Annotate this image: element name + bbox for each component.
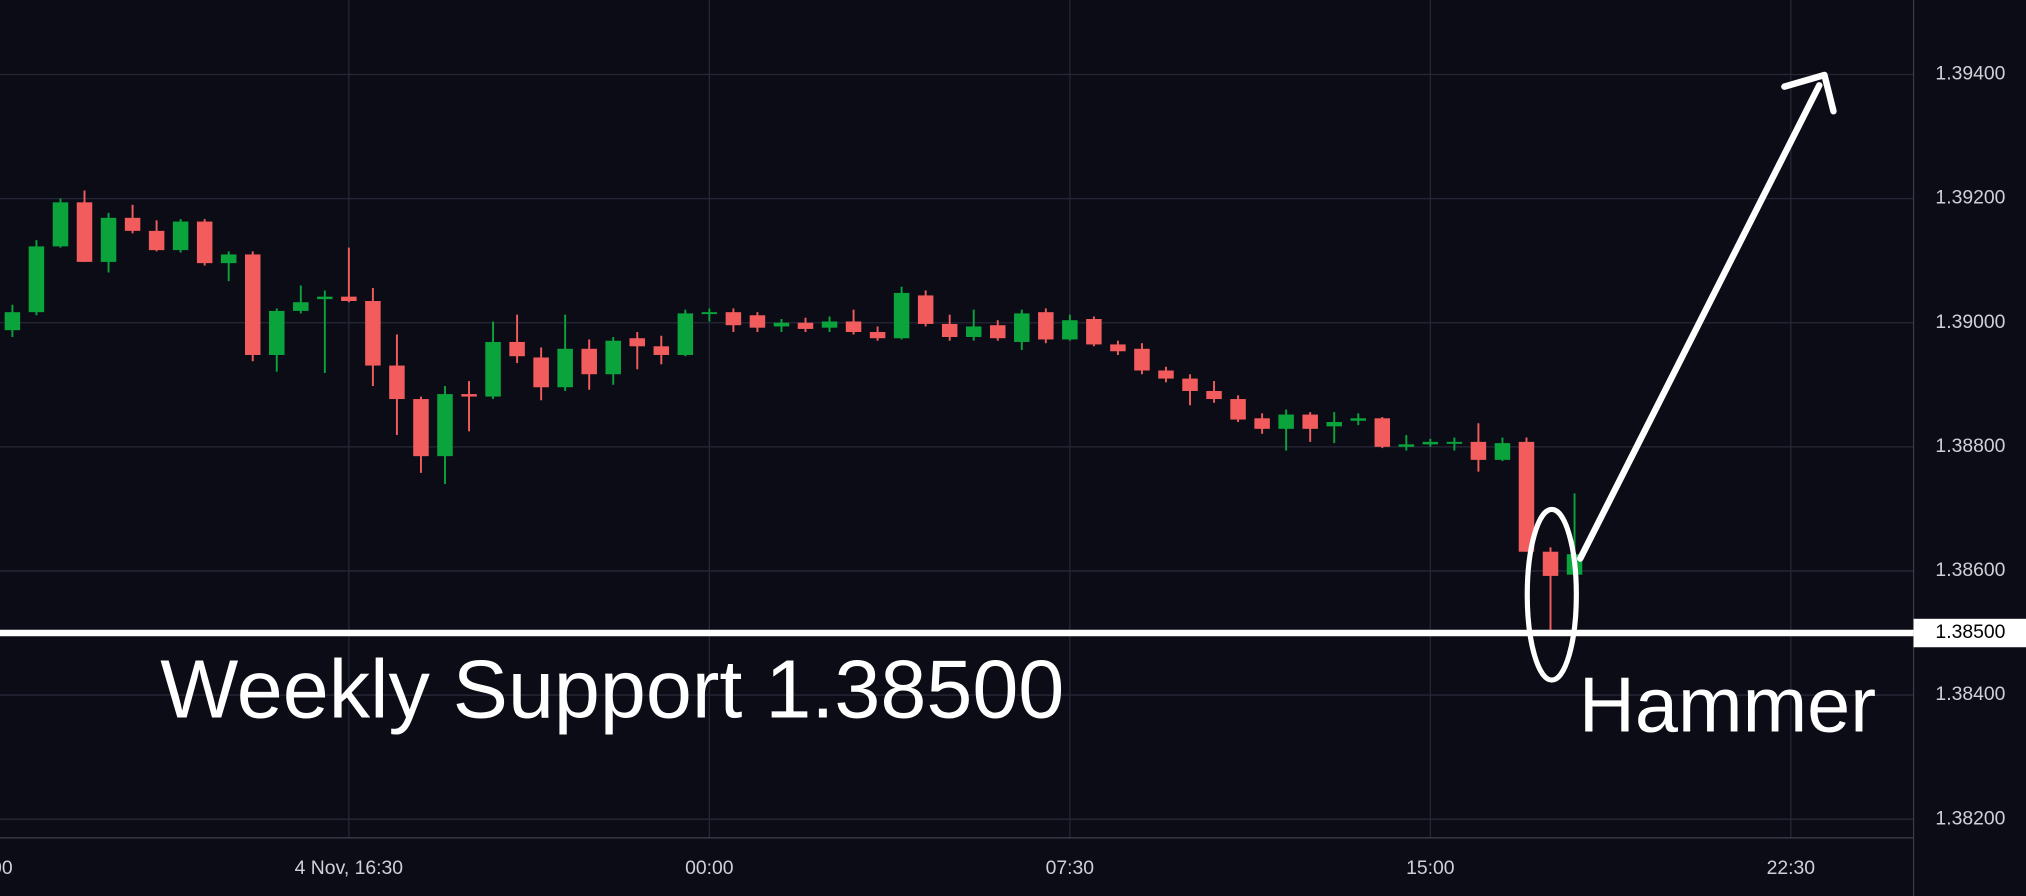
candle-body bbox=[124, 217, 141, 231]
candle-body bbox=[1446, 441, 1463, 444]
hammer-annotation: Hammer bbox=[1579, 663, 1876, 749]
candle-body bbox=[413, 399, 429, 457]
candle-body bbox=[1470, 441, 1487, 460]
candle-body bbox=[533, 357, 549, 388]
y-tick-label: 1.39400 bbox=[1935, 63, 2005, 85]
candle-body bbox=[893, 292, 910, 339]
candle-body bbox=[869, 332, 886, 339]
candle-body bbox=[653, 346, 670, 355]
arrow-head bbox=[1781, 71, 1837, 115]
candle-body bbox=[293, 302, 309, 311]
y-tick-label: 1.39200 bbox=[1935, 187, 2005, 209]
candle-body bbox=[509, 341, 525, 357]
candle-body bbox=[1158, 370, 1174, 379]
candle-body bbox=[1134, 348, 1150, 371]
candle-body bbox=[28, 246, 45, 313]
candle-body bbox=[821, 321, 838, 328]
overlay: 1.38500 bbox=[0, 618, 2026, 648]
candle-body bbox=[1542, 551, 1559, 576]
candle-body bbox=[749, 315, 766, 328]
candle-body bbox=[1302, 414, 1318, 429]
candle-body bbox=[557, 348, 573, 388]
candle-body bbox=[485, 341, 501, 397]
candle-body bbox=[1398, 444, 1415, 447]
candle-body bbox=[365, 300, 381, 366]
x-tick-label: 22:30 bbox=[1767, 857, 1816, 879]
candle-body bbox=[437, 394, 453, 457]
candle-body bbox=[845, 321, 862, 333]
support-annotation: Weekly Support 1.38500 bbox=[160, 642, 1064, 735]
candle-body bbox=[148, 230, 165, 251]
candle-body bbox=[1038, 312, 1054, 340]
y-tick-label: 1.38200 bbox=[1935, 807, 2005, 829]
candle-body bbox=[1278, 414, 1294, 429]
candle-body bbox=[797, 322, 814, 329]
candle-body bbox=[581, 348, 597, 375]
candle-body bbox=[677, 313, 694, 355]
candle-body bbox=[1014, 313, 1030, 342]
candle-body bbox=[1254, 418, 1270, 429]
candle-body bbox=[917, 295, 934, 324]
candles bbox=[4, 190, 1583, 632]
x-tick-label: 09:00 bbox=[0, 857, 13, 879]
x-tick-label: 15:00 bbox=[1406, 857, 1455, 879]
candle-body bbox=[244, 254, 261, 355]
y-tick-label: 1.38600 bbox=[1935, 559, 2005, 581]
support-price-tag bbox=[1913, 618, 2026, 648]
candle-body bbox=[990, 325, 1006, 339]
candle-body bbox=[4, 312, 21, 331]
x-tick-label: 07:30 bbox=[1046, 857, 1095, 879]
candle-body bbox=[1062, 320, 1078, 340]
grid: 1.38200 1.38400 1.38600 1.38800 1.39000 1.392… bbox=[0, 0, 2006, 879]
candle-body bbox=[317, 296, 333, 300]
support-price-label: 1.38500 bbox=[1935, 621, 2005, 643]
candle-body bbox=[941, 323, 958, 337]
y-tick-label: 1.38800 bbox=[1935, 435, 2005, 457]
x-tick-label: 00:00 bbox=[685, 857, 734, 879]
candle-body bbox=[76, 202, 93, 262]
candle-body bbox=[725, 312, 742, 326]
candle-body bbox=[1206, 390, 1222, 400]
candle-body bbox=[1086, 318, 1102, 345]
candle-body bbox=[172, 221, 189, 251]
candle-body bbox=[1350, 418, 1366, 421]
candle-body bbox=[1494, 443, 1511, 460]
candle-body bbox=[629, 338, 646, 347]
candle-body bbox=[701, 312, 718, 315]
candle-body bbox=[1182, 378, 1198, 391]
candle-body bbox=[341, 296, 357, 301]
candle-body bbox=[100, 217, 117, 262]
hammer-circle bbox=[1524, 506, 1579, 683]
candle-body bbox=[220, 254, 237, 264]
x-tick-label: 4 Nov, 16:30 bbox=[295, 857, 404, 879]
candle-body bbox=[1110, 344, 1126, 352]
candle-body bbox=[196, 221, 213, 264]
candle-body bbox=[605, 340, 621, 375]
candle-body bbox=[1374, 418, 1391, 447]
candle-body bbox=[1422, 441, 1439, 445]
candle-body bbox=[1518, 441, 1535, 552]
candle-body bbox=[52, 202, 69, 247]
y-tick-label: 1.38400 bbox=[1935, 683, 2005, 705]
candle-body bbox=[269, 310, 285, 355]
candle-body bbox=[389, 365, 405, 400]
candle-body bbox=[1326, 422, 1342, 427]
arrow-shaft bbox=[1576, 82, 1823, 562]
candle-body bbox=[773, 322, 790, 327]
y-tick-label: 1.39000 bbox=[1935, 311, 2005, 333]
candle-body bbox=[461, 394, 477, 397]
candle-body bbox=[1230, 399, 1246, 420]
candle-body bbox=[965, 326, 982, 337]
